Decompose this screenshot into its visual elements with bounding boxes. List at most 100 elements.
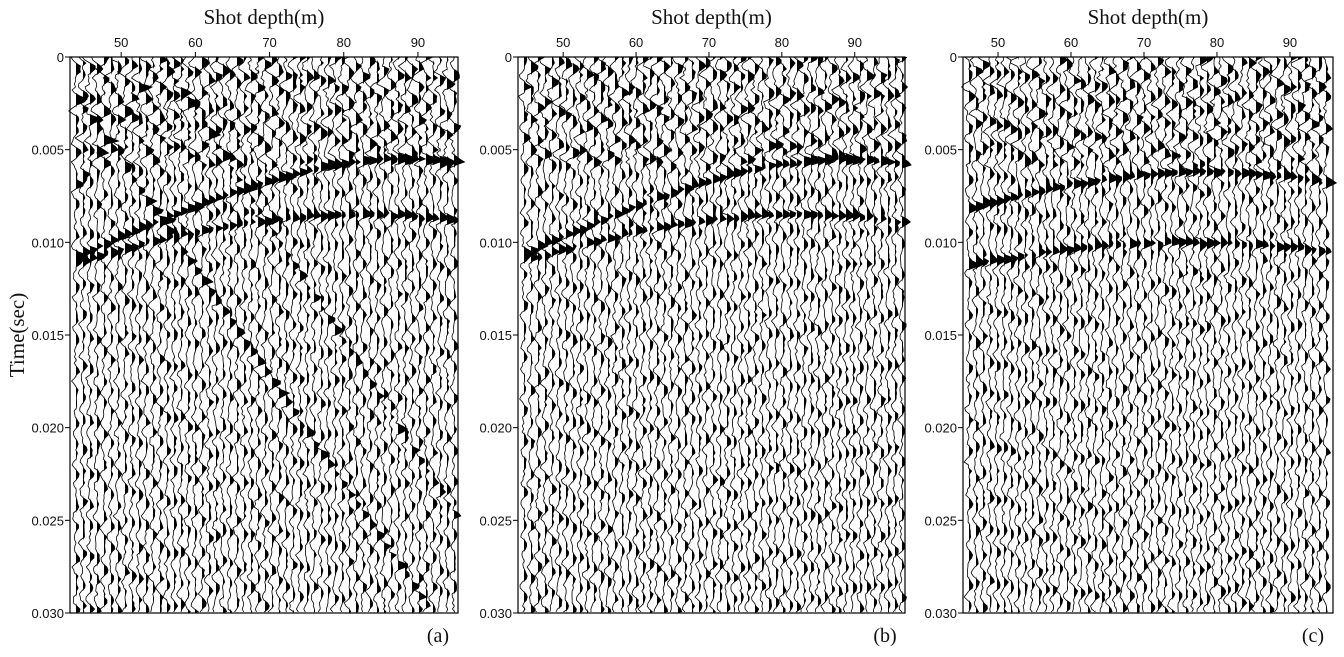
trace [762,56,779,613]
trace-fill [727,57,738,613]
x-tick-label: 80 [775,35,789,50]
y-tick-label: 0.030 [924,606,957,621]
trace-fill [1123,57,1133,613]
trace [859,56,877,613]
trace-fill [608,57,616,613]
trace [1026,56,1042,613]
y-tick-label: 0.020 [31,421,64,436]
x-tick-label: 90 [847,35,861,50]
x-tick-label: 80 [337,35,351,50]
trace-fill [678,57,685,613]
trace [1192,56,1209,613]
trace [767,56,785,613]
trace-fill [1207,57,1217,613]
trace [705,56,722,613]
trace-fill [755,57,764,613]
trace [719,56,738,613]
trace-fill [566,57,576,613]
trace [363,56,379,613]
trace [740,56,758,613]
trace-fill [545,57,554,613]
trace [565,56,584,613]
trace [81,56,102,613]
panel: 50 60 70 80 90 0 0.005 0.010 0.015 0.020 0.025 0.03… [924,5,1338,647]
y-tick-label: 0.025 [479,513,512,528]
trace-fill [622,57,631,613]
y-tick-label: 0.015 [31,328,64,343]
trace [887,56,902,613]
trace-fill [1158,57,1167,613]
trace [181,56,201,613]
trace [257,56,278,613]
trace [1277,56,1294,613]
y-tick-label: 0.005 [31,143,64,158]
trace [287,56,302,613]
trace [252,56,269,613]
trace-fill [1060,57,1069,613]
trace [320,56,341,613]
trace [1164,56,1183,613]
trace [376,56,394,613]
y-tick-label: 0.015 [924,328,957,343]
trace [811,56,828,613]
trace-fill [202,57,213,613]
trace [335,56,352,613]
trace-fill [671,57,680,613]
trace [1019,56,1032,613]
y-tick-label: 0.025 [924,513,957,528]
trace [439,56,459,613]
trace [1298,56,1313,613]
trace [854,56,868,613]
trace [818,56,838,613]
trace [1038,56,1055,613]
trace [102,56,121,613]
trace [293,56,309,613]
trace [601,56,616,613]
trace [172,56,193,613]
trace [124,56,143,613]
x-axis-title: Shot depth(m) [651,5,772,29]
trace-fill [1291,57,1299,613]
trace-fill [377,57,385,613]
trace [1178,56,1195,613]
trace [558,56,577,613]
x-tick-label: 70 [1137,35,1151,50]
trace-fill [300,57,309,613]
trace [1150,56,1168,613]
x-tick-label: 50 [991,35,1005,50]
trace [74,56,93,613]
trace [636,56,651,613]
trace [1235,56,1253,613]
trace [356,56,376,613]
y-axis-title: Time(sec) [5,293,29,377]
trace [593,56,610,613]
y-tick-label: 0 [505,50,512,65]
y-tick-label: 0 [57,50,64,65]
trace [755,56,770,613]
trace [797,56,818,612]
trace [663,56,681,613]
trace-fill [776,57,784,613]
trace [1095,56,1110,612]
trace-fill [1235,57,1242,613]
trace [573,56,588,613]
trace [537,56,555,613]
trace [1067,56,1086,613]
trace-fill [839,57,849,613]
trace-fill [657,57,666,613]
trace-fill [1186,57,1194,613]
x-tick-label: 90 [1283,35,1297,50]
x-axis-title: Shot depth(m) [204,5,325,29]
trace [215,56,235,613]
trace-fill [1326,57,1337,613]
trace [531,56,549,613]
trace-fill [1011,57,1020,613]
trace [139,56,158,613]
trace-fill [1039,57,1047,613]
trace [405,56,422,613]
trace-fill [433,57,442,613]
trace-fill [90,57,101,613]
trace [95,56,120,613]
trace [1101,56,1119,613]
trace [1058,56,1078,613]
